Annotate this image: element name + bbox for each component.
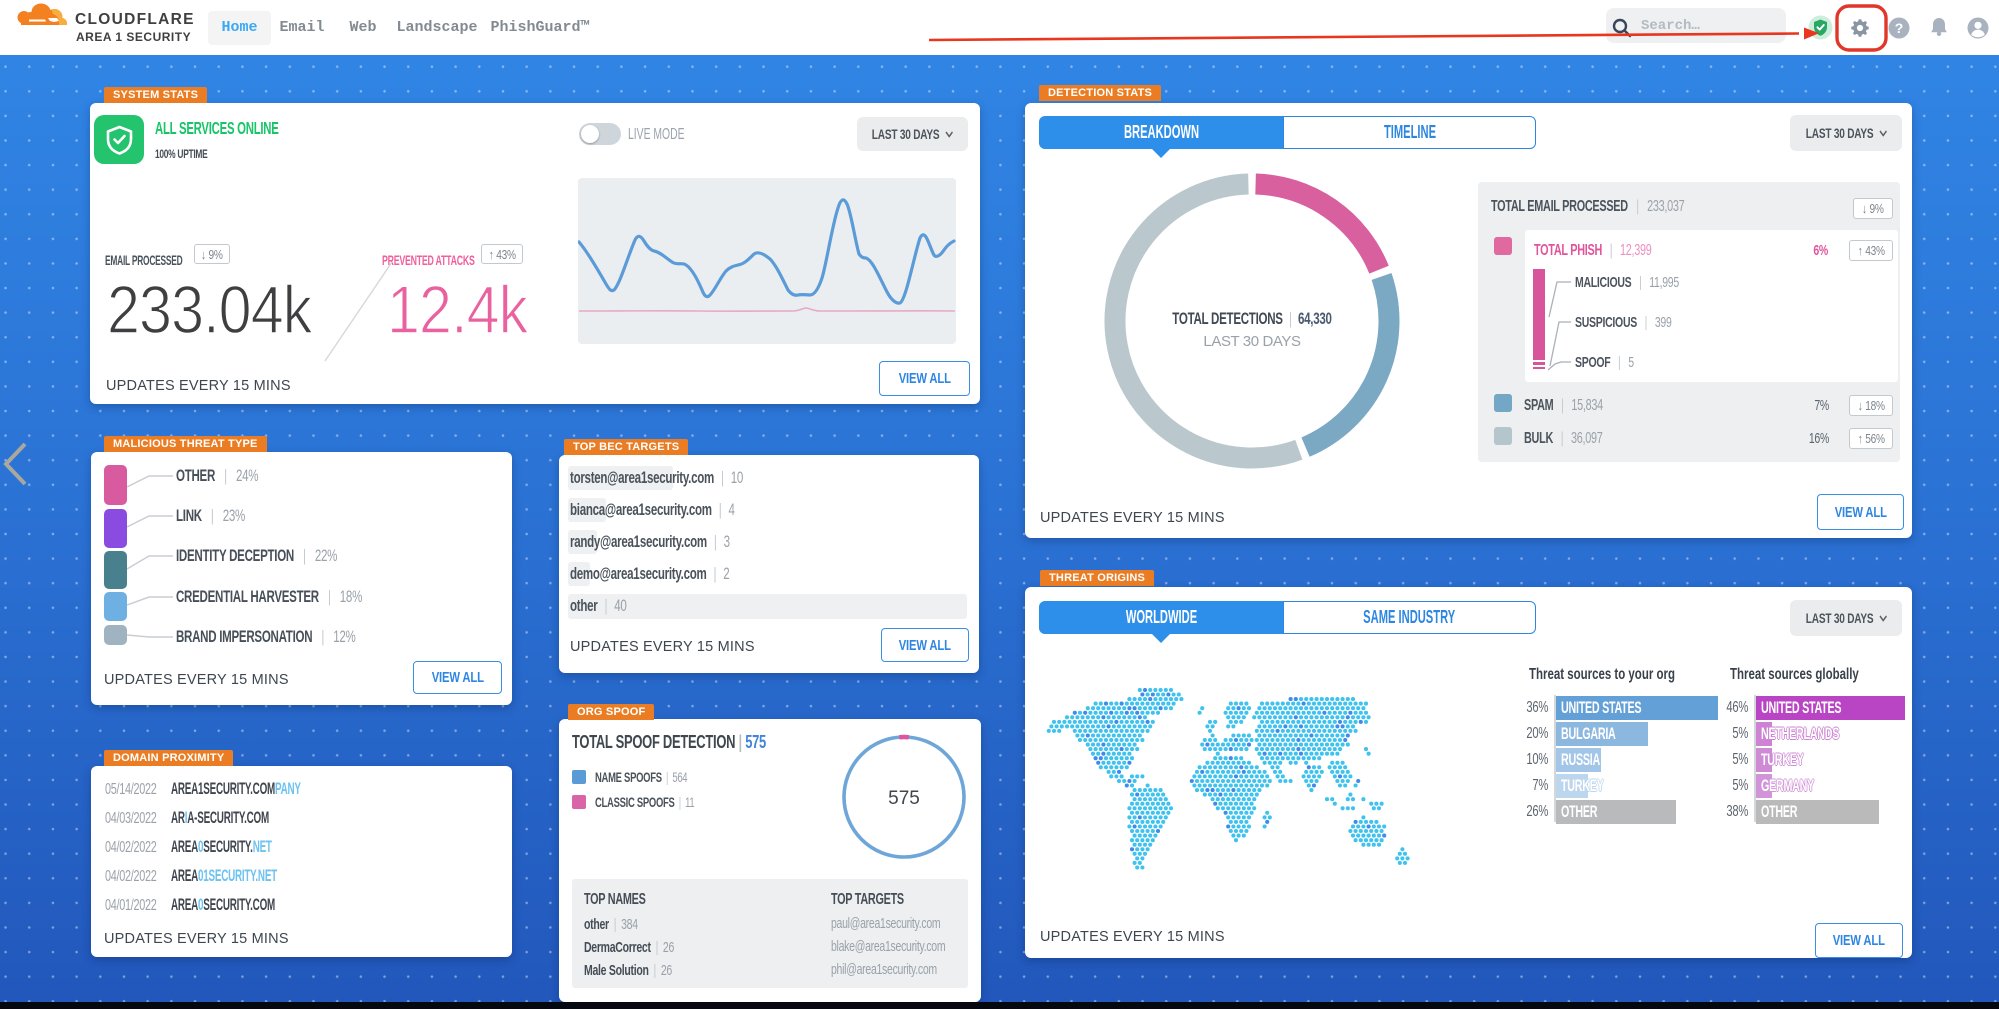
svg-text:575: 575 [888, 788, 920, 809]
svg-text:?: ? [1895, 20, 1904, 36]
